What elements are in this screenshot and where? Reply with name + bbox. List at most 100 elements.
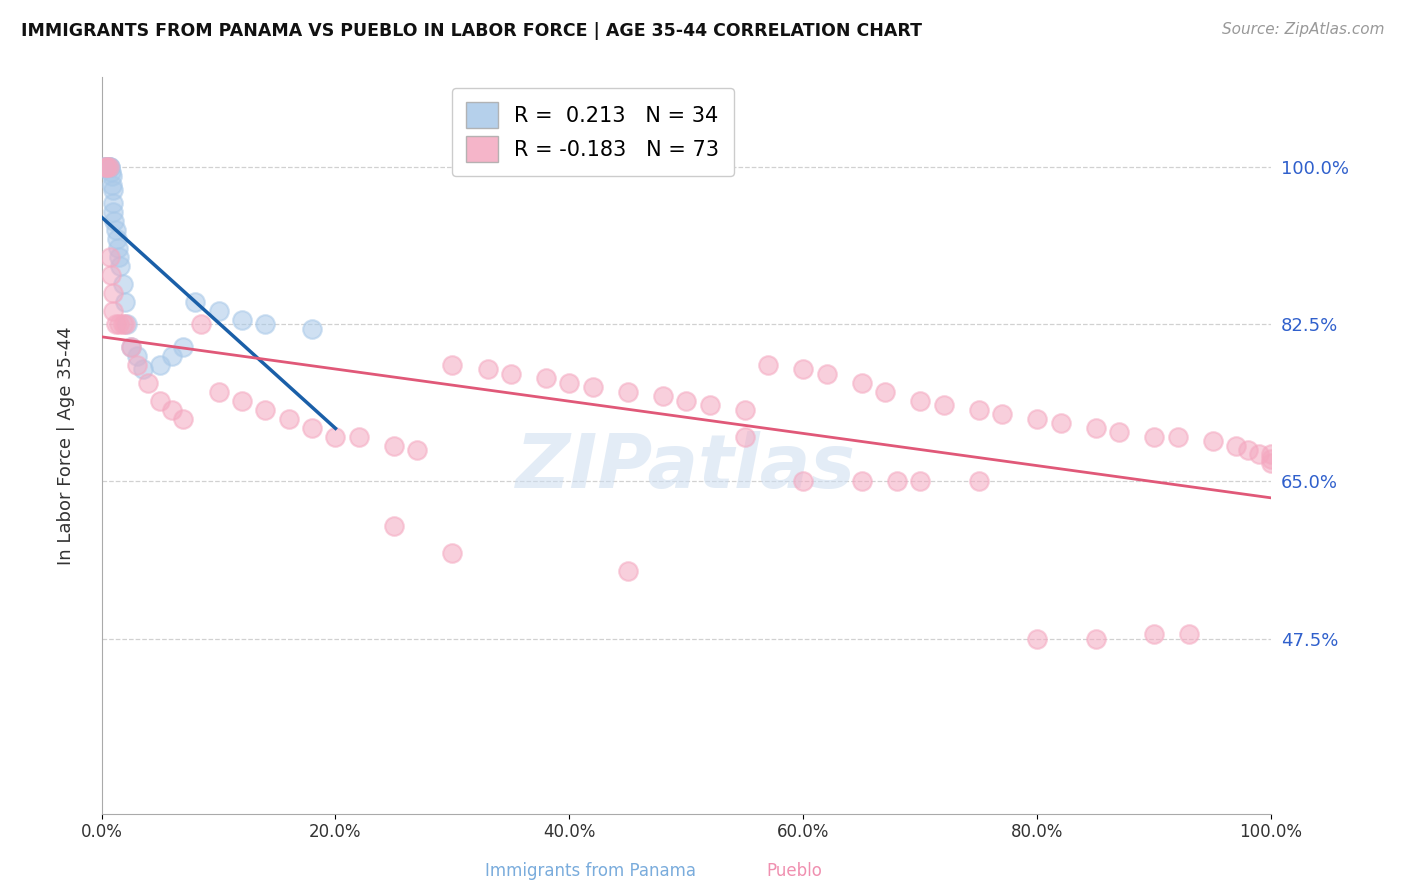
Point: [231, 313, 253, 327]
Point: [617, 564, 640, 578]
Point: [1260, 457, 1282, 471]
Point: [120, 340, 142, 354]
Point: [301, 322, 323, 336]
Point: [1049, 416, 1071, 430]
Point: [96, 160, 118, 174]
Point: [131, 362, 153, 376]
Point: [100, 268, 122, 282]
Text: Source: ZipAtlas.com: Source: ZipAtlas.com: [1222, 22, 1385, 37]
Text: Pueblo: Pueblo: [766, 863, 823, 880]
Point: [104, 223, 127, 237]
Point: [138, 376, 160, 390]
Point: [98, 250, 121, 264]
Point: [207, 303, 229, 318]
Point: [1143, 429, 1166, 443]
Point: [111, 277, 134, 291]
Legend: R =  0.213   N = 34, R = -0.183   N = 73: R = 0.213 N = 34, R = -0.183 N = 73: [451, 87, 734, 177]
Y-axis label: In Labor Force | Age 35-44: In Labor Force | Age 35-44: [58, 326, 75, 565]
Point: [815, 367, 838, 381]
Point: [97, 160, 120, 174]
Point: [699, 398, 721, 412]
Point: [1084, 632, 1107, 646]
Point: [149, 358, 172, 372]
Point: [675, 393, 697, 408]
Text: IMMIGRANTS FROM PANAMA VS PUEBLO IN LABOR FORCE | AGE 35-44 CORRELATION CHART: IMMIGRANTS FROM PANAMA VS PUEBLO IN LABO…: [21, 22, 922, 40]
Point: [172, 340, 194, 354]
Point: [851, 376, 873, 390]
Point: [103, 196, 125, 211]
Point: [792, 362, 814, 376]
Point: [382, 519, 405, 533]
Point: [886, 475, 908, 489]
Text: ZIPatlas: ZIPatlas: [516, 431, 856, 504]
Point: [254, 402, 277, 417]
Point: [1260, 452, 1282, 467]
Point: [160, 402, 183, 417]
Point: [1108, 425, 1130, 439]
Point: [967, 475, 990, 489]
Point: [875, 384, 897, 399]
Point: [382, 438, 405, 452]
Point: [207, 384, 229, 399]
Point: [347, 429, 370, 443]
Point: [114, 318, 136, 332]
Point: [107, 241, 129, 255]
Point: [101, 169, 124, 184]
Point: [534, 371, 557, 385]
Point: [184, 294, 207, 309]
Point: [1225, 438, 1247, 452]
Point: [96, 160, 118, 174]
Point: [792, 475, 814, 489]
Point: [1026, 632, 1049, 646]
Point: [98, 160, 121, 174]
Point: [1143, 627, 1166, 641]
Point: [149, 393, 172, 408]
Point: [100, 164, 122, 178]
Point: [991, 407, 1014, 421]
Point: [160, 349, 183, 363]
Point: [96, 160, 118, 174]
Point: [1084, 420, 1107, 434]
Point: [1236, 442, 1258, 457]
Point: [94, 160, 117, 174]
Point: [231, 393, 253, 408]
Point: [910, 393, 932, 408]
Point: [582, 380, 605, 394]
Point: [111, 318, 134, 332]
Point: [1201, 434, 1223, 448]
Point: [558, 376, 581, 390]
Point: [172, 411, 194, 425]
Point: [254, 318, 277, 332]
Point: [110, 259, 132, 273]
Point: [441, 546, 464, 560]
Point: [108, 318, 131, 332]
Point: [98, 160, 121, 174]
Point: [406, 442, 429, 457]
Point: [617, 384, 640, 399]
Point: [125, 349, 148, 363]
Point: [967, 402, 990, 417]
Text: Immigrants from Panama: Immigrants from Panama: [485, 863, 696, 880]
Point: [93, 160, 115, 174]
Point: [101, 178, 124, 193]
Point: [277, 411, 299, 425]
Point: [94, 160, 117, 174]
Point: [734, 402, 756, 417]
Point: [103, 183, 125, 197]
Point: [325, 429, 347, 443]
Point: [441, 358, 464, 372]
Point: [103, 303, 125, 318]
Point: [932, 398, 955, 412]
Point: [120, 340, 142, 354]
Point: [96, 160, 118, 174]
Point: [114, 294, 136, 309]
Point: [477, 362, 499, 376]
Point: [108, 250, 131, 264]
Point: [1167, 429, 1189, 443]
Point: [1178, 627, 1201, 641]
Point: [851, 475, 873, 489]
Point: [97, 160, 120, 174]
Point: [1249, 448, 1271, 462]
Point: [734, 429, 756, 443]
Point: [301, 420, 323, 434]
